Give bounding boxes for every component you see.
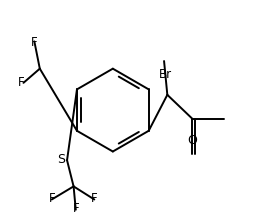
- Text: F: F: [31, 36, 38, 49]
- Text: F: F: [49, 192, 55, 205]
- Text: S: S: [58, 153, 66, 166]
- Text: F: F: [72, 202, 79, 215]
- Text: F: F: [91, 192, 98, 205]
- Text: O: O: [187, 134, 197, 147]
- Text: F: F: [18, 76, 25, 89]
- Text: Br: Br: [158, 68, 172, 81]
